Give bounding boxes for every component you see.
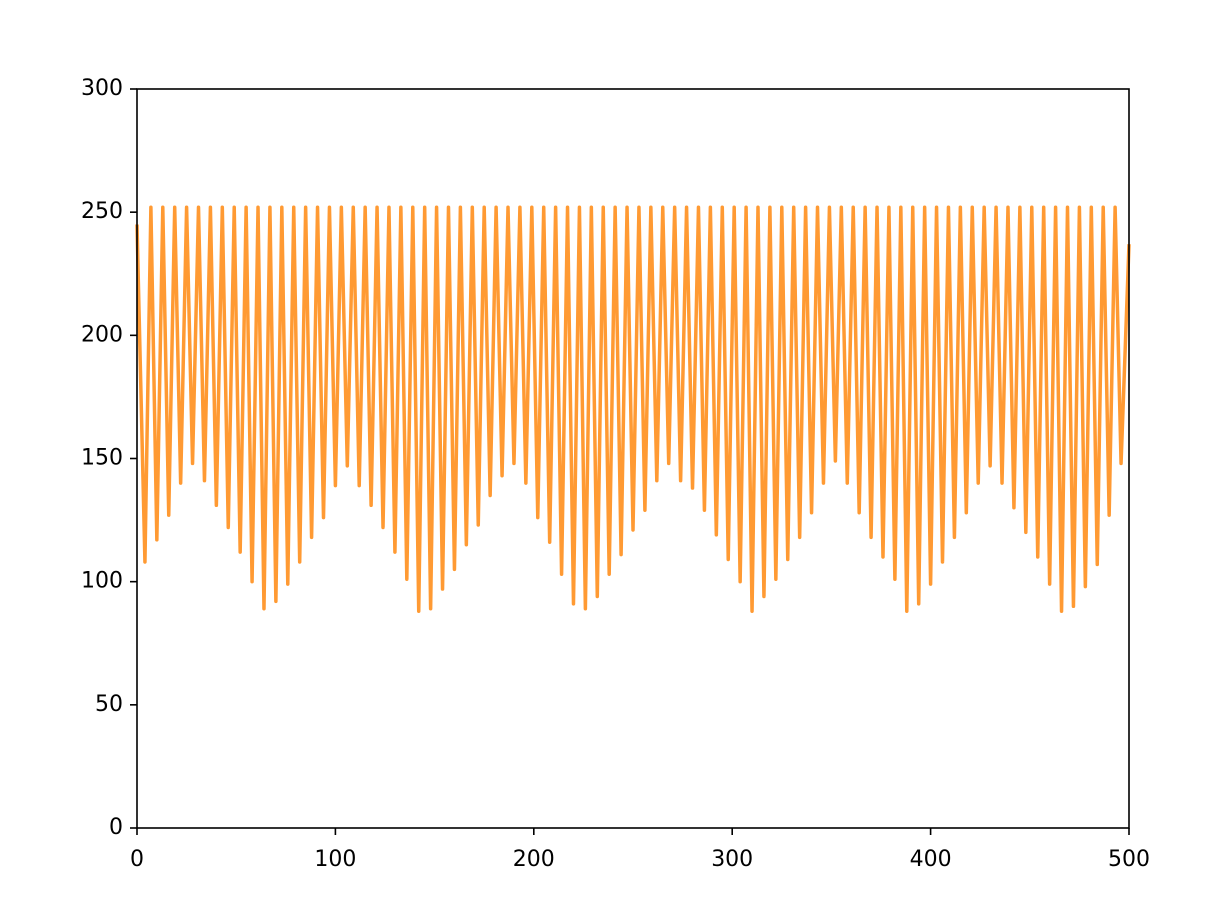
x-tick-label: 200 [513,847,555,872]
y-tick-label: 250 [81,199,123,224]
plot-frame [136,88,1130,829]
y-tick-label: 0 [109,815,123,840]
x-tick-label: 0 [130,847,144,872]
x-tick-label: 100 [314,847,356,872]
x-tick-label: 500 [1108,847,1150,872]
y-tick-label: 300 [81,76,123,101]
y-tick-label: 150 [81,446,123,471]
y-tick-label: 50 [95,692,123,717]
y-tick-label: 100 [81,569,123,594]
x-tick-label: 400 [910,847,952,872]
y-tick-label: 200 [81,322,123,347]
x-tick-label: 300 [711,847,753,872]
data-line [135,205,1131,613]
